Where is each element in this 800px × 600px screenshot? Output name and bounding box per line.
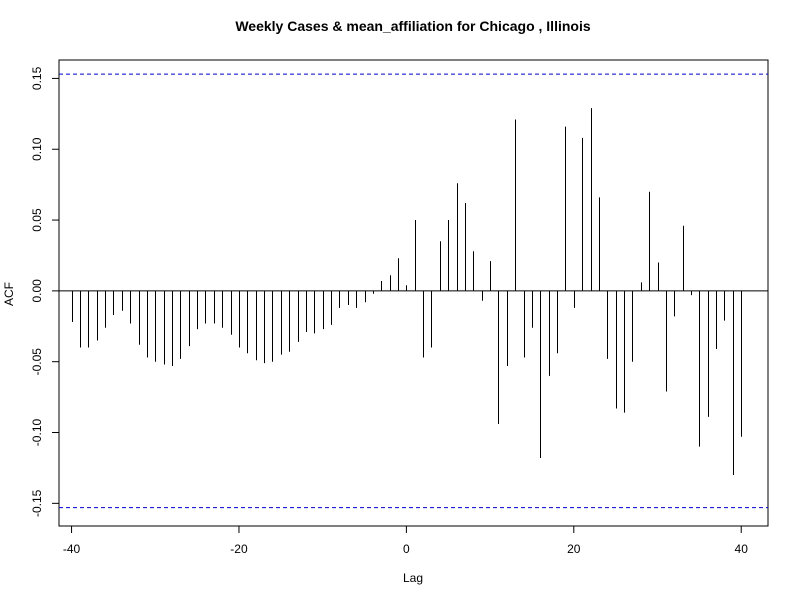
x-tick-label: -40 — [63, 542, 81, 556]
x-tick-label: 20 — [567, 542, 581, 556]
chart-title: Weekly Cases & mean_affiliation for Chic… — [235, 18, 590, 34]
y-axis-label: ACF — [2, 282, 16, 306]
y-tick-label: -0.15 — [30, 489, 44, 517]
y-tick-label: 0.00 — [30, 279, 44, 303]
x-tick-label: 40 — [735, 542, 749, 556]
y-axis: -0.15 -0.10 -0.05 0.00 0.05 0.10 0.15 — [30, 66, 60, 517]
y-tick-label: 0.05 — [30, 208, 44, 232]
x-tick-label: 0 — [403, 542, 410, 556]
chart-marks — [59, 73, 768, 509]
x-axis-label: Lag — [403, 571, 423, 585]
y-tick-label: -0.10 — [30, 419, 44, 447]
y-tick-label: 0.10 — [30, 137, 44, 161]
x-axis: -40 -20 0 20 40 — [63, 525, 749, 556]
y-tick-label: 0.15 — [30, 66, 44, 90]
y-tick-label: -0.05 — [30, 348, 44, 376]
x-tick-label: -20 — [230, 542, 248, 556]
plot-frame — [58, 59, 769, 527]
